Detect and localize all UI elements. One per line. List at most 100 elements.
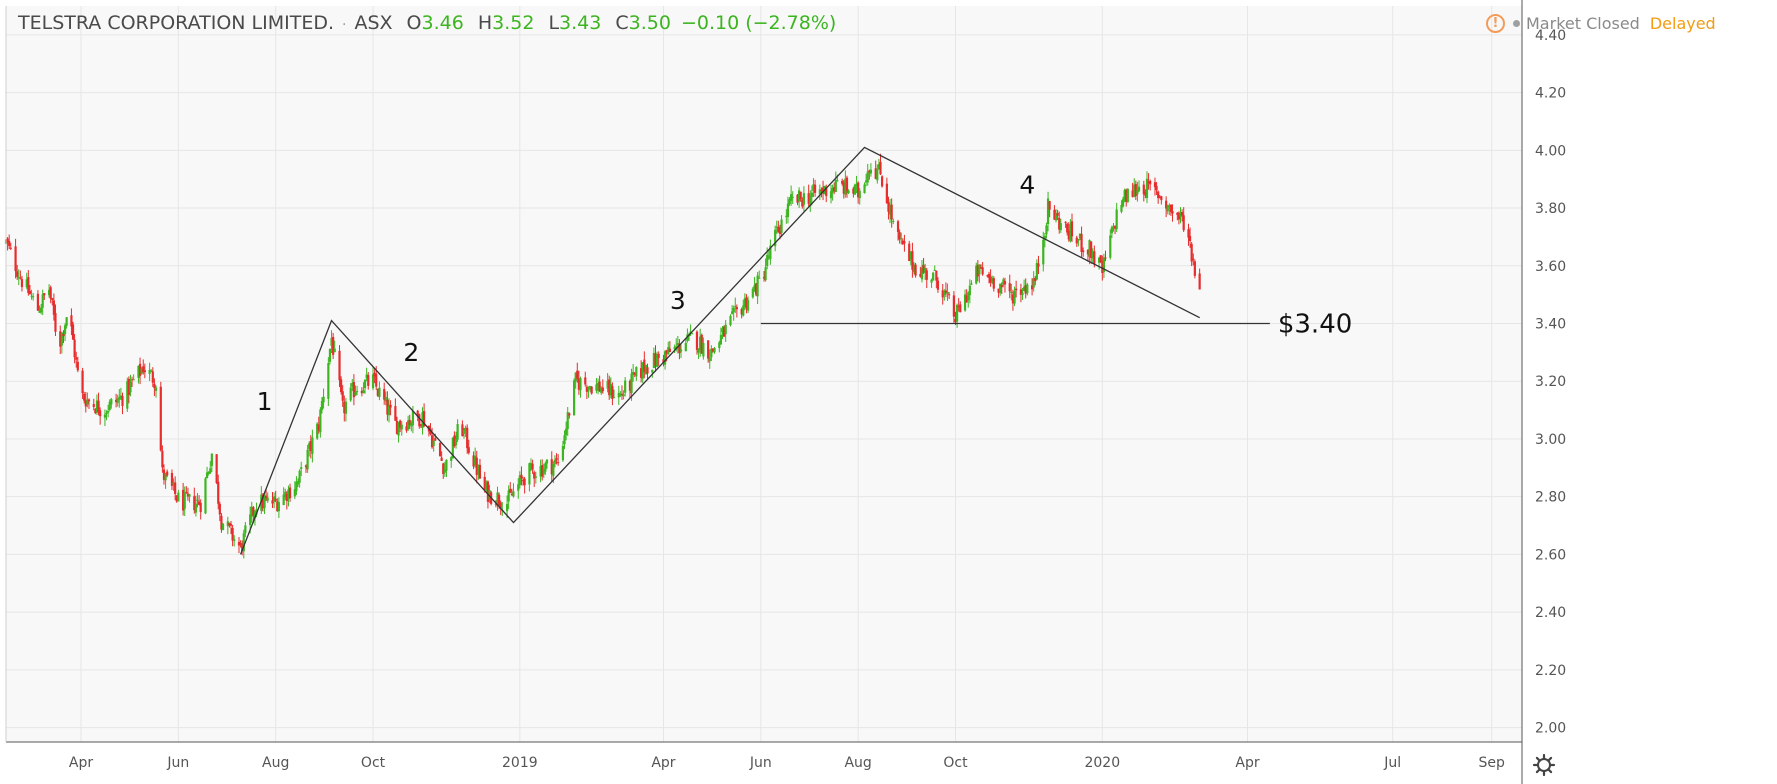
y-tick-label: 2.40 xyxy=(1535,605,1566,621)
grid xyxy=(6,6,1522,742)
candle xyxy=(485,480,488,492)
candle xyxy=(349,383,352,402)
candle xyxy=(207,471,210,476)
candle xyxy=(566,407,569,436)
candle xyxy=(19,270,22,280)
candle xyxy=(475,450,478,484)
candle xyxy=(242,529,245,559)
candle xyxy=(453,431,456,448)
y-tick-label: 3.00 xyxy=(1535,432,1566,448)
candle xyxy=(924,263,927,281)
candle xyxy=(999,283,1002,296)
candle xyxy=(855,175,858,194)
candle xyxy=(606,373,609,393)
candle xyxy=(322,388,325,409)
candle xyxy=(397,421,400,443)
candle xyxy=(1180,209,1184,222)
candle xyxy=(968,279,971,304)
candle xyxy=(957,298,960,312)
close-value: 3.50 xyxy=(628,12,671,34)
candle xyxy=(215,454,218,485)
candle xyxy=(293,481,296,500)
candle xyxy=(1015,280,1018,298)
candle xyxy=(845,175,849,198)
gear-icon[interactable] xyxy=(1532,753,1556,777)
candle xyxy=(231,524,234,547)
candle xyxy=(810,185,813,205)
candle xyxy=(344,398,348,422)
candle xyxy=(588,385,592,392)
candle xyxy=(997,288,1000,298)
candle xyxy=(691,332,694,335)
candle xyxy=(743,293,746,311)
x-tick-label: Apr xyxy=(69,755,93,771)
candle xyxy=(95,394,99,415)
candle xyxy=(1190,241,1193,267)
trend-zigzag-line[interactable] xyxy=(239,146,1200,555)
candle xyxy=(419,423,423,429)
x-tick-label: Oct xyxy=(943,755,968,771)
candle xyxy=(785,209,788,224)
candle xyxy=(43,292,46,301)
candle xyxy=(76,356,79,373)
candle xyxy=(608,375,611,400)
candle xyxy=(1048,200,1051,218)
candle xyxy=(979,264,983,269)
candle xyxy=(239,540,242,548)
candle xyxy=(718,340,721,353)
candle xyxy=(418,413,421,429)
plot-area[interactable] xyxy=(6,6,1522,742)
candle xyxy=(71,321,75,340)
candle xyxy=(1102,253,1106,278)
candle xyxy=(866,163,869,186)
candle xyxy=(328,348,332,365)
candle xyxy=(174,476,177,501)
candle xyxy=(309,435,312,459)
candle xyxy=(609,377,612,399)
candle xyxy=(963,289,967,312)
candle xyxy=(386,391,389,421)
candle xyxy=(199,499,202,520)
candle xyxy=(130,376,134,387)
candle xyxy=(1187,223,1190,246)
candle xyxy=(217,474,220,510)
open-value: 3.46 xyxy=(421,12,464,34)
candle xyxy=(1171,204,1174,222)
candle xyxy=(735,304,738,318)
candle xyxy=(802,186,805,212)
candle xyxy=(595,378,598,394)
symbol-name[interactable]: TELSTRA CORPORATION LIMITED. xyxy=(18,12,335,34)
candle xyxy=(1013,286,1016,307)
candle xyxy=(758,270,761,279)
candle xyxy=(561,440,565,462)
candle xyxy=(164,472,167,489)
candle xyxy=(967,291,970,308)
candle xyxy=(697,348,700,359)
axes[interactable]: 2.00 2.20 2.40 2.60 2.80 3.00 3.20 3.40 3.60 3.80… xyxy=(5,0,1566,784)
symbol-legend: TELSTRA CORPORATION LIMITED. · ASX O 3.46… xyxy=(18,12,836,34)
candle xyxy=(539,459,542,483)
change-value: −0.10 (−2.78%) xyxy=(680,12,837,34)
candle xyxy=(1120,200,1123,214)
candle xyxy=(462,427,466,439)
drawings[interactable] xyxy=(239,146,1270,555)
candle xyxy=(277,497,280,518)
candle xyxy=(1147,173,1150,190)
candle xyxy=(400,421,403,436)
low-value: 3.43 xyxy=(559,12,602,34)
candle xyxy=(1066,222,1069,236)
candle xyxy=(545,459,549,469)
candle xyxy=(746,296,750,314)
candle xyxy=(622,390,625,400)
candle xyxy=(818,184,821,201)
candle xyxy=(869,163,873,177)
candle xyxy=(774,225,777,252)
candle xyxy=(59,325,62,355)
candle xyxy=(914,262,917,278)
candle xyxy=(919,266,922,278)
candle xyxy=(844,170,847,198)
candle xyxy=(1179,207,1182,224)
candle xyxy=(584,371,587,387)
warning-icon[interactable]: ! xyxy=(1486,14,1505,33)
